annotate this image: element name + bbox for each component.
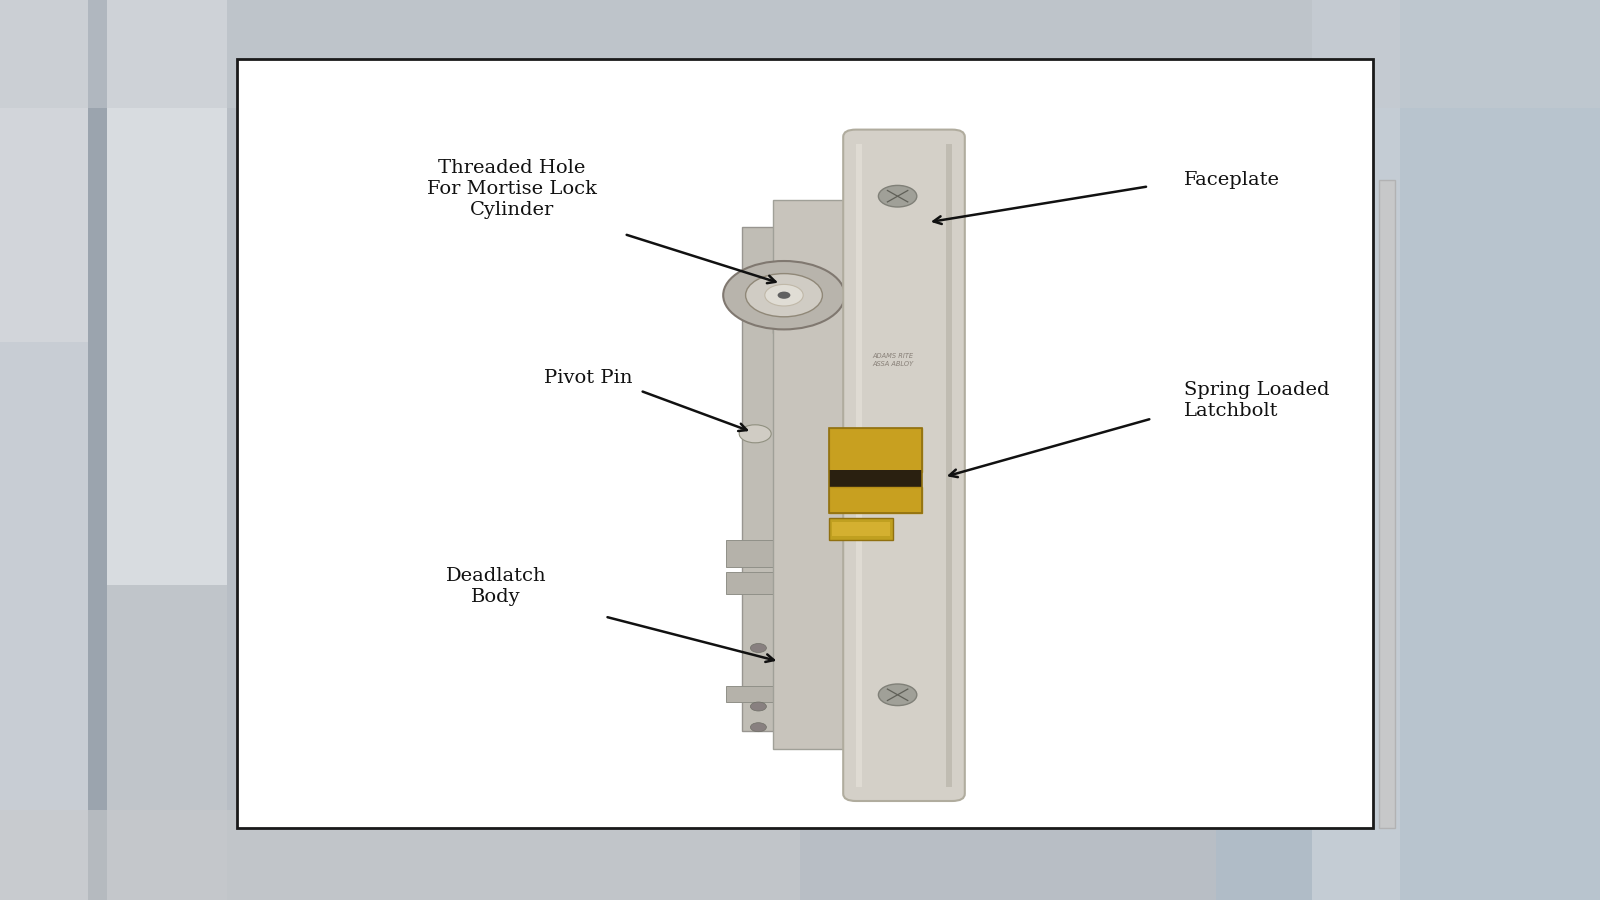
Bar <box>829 428 922 472</box>
Text: Threaded Hole
For Mortise Lock
Cylinder: Threaded Hole For Mortise Lock Cylinder <box>427 159 597 219</box>
Circle shape <box>878 185 917 207</box>
Bar <box>1379 180 1395 828</box>
Bar <box>1400 0 1600 900</box>
Bar <box>726 572 778 594</box>
Bar <box>760 283 776 297</box>
Bar <box>107 585 227 900</box>
Circle shape <box>750 723 766 732</box>
Bar <box>832 522 890 536</box>
Text: Deadlatch
Body: Deadlatch Body <box>446 567 546 607</box>
Bar <box>856 144 862 787</box>
Circle shape <box>878 684 917 706</box>
Bar <box>946 144 952 787</box>
Bar <box>0 0 1600 108</box>
Bar <box>760 304 776 324</box>
Circle shape <box>746 274 822 317</box>
Text: ADAMS RITE
ASSA ABLOY: ADAMS RITE ASSA ABLOY <box>872 354 914 366</box>
Circle shape <box>778 292 790 299</box>
Bar <box>0 810 800 900</box>
Text: Pivot Pin: Pivot Pin <box>544 369 632 387</box>
Bar <box>1216 585 1312 900</box>
Bar <box>0 0 88 342</box>
Bar <box>742 227 778 731</box>
Bar <box>107 0 227 585</box>
Bar <box>237 58 1373 828</box>
Bar <box>0 0 88 900</box>
Circle shape <box>765 284 803 306</box>
Circle shape <box>750 702 766 711</box>
Bar <box>829 518 893 540</box>
Text: Spring Loaded
Latchbolt: Spring Loaded Latchbolt <box>1184 381 1330 420</box>
Circle shape <box>750 644 766 652</box>
Bar <box>726 540 778 567</box>
Circle shape <box>739 425 771 443</box>
Bar <box>773 200 866 749</box>
Bar <box>829 428 922 513</box>
FancyBboxPatch shape <box>843 130 965 801</box>
Bar <box>829 470 922 489</box>
Circle shape <box>723 261 845 329</box>
Bar <box>1312 0 1400 900</box>
Text: Faceplate: Faceplate <box>1184 171 1280 189</box>
Bar <box>88 0 107 900</box>
Bar <box>829 488 922 513</box>
Bar <box>773 270 877 333</box>
Bar <box>726 686 778 702</box>
